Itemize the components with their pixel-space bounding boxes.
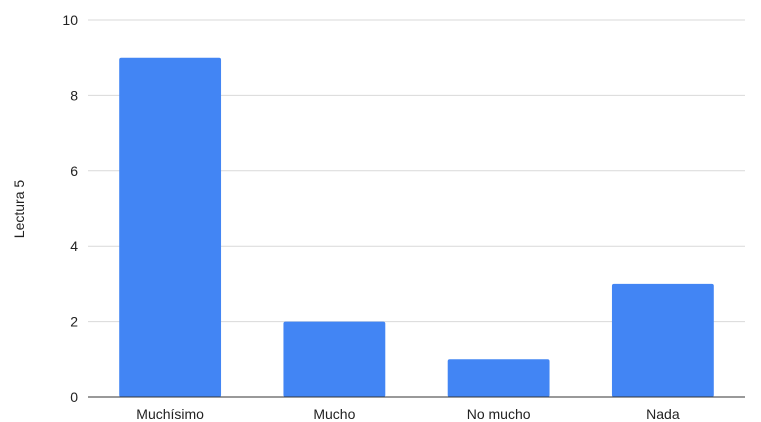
y-tick-label: 6 xyxy=(70,163,78,179)
bar xyxy=(611,283,714,397)
bar xyxy=(447,359,550,397)
bars xyxy=(119,57,714,397)
bar xyxy=(119,57,222,397)
y-tick-label: 0 xyxy=(70,389,78,405)
y-tick-label: 4 xyxy=(70,238,78,254)
y-tick-labels: 0 2 4 6 8 10 xyxy=(62,12,78,405)
y-axis-title: Lectura 5 xyxy=(11,180,27,239)
bar xyxy=(283,321,386,397)
y-tick-label: 2 xyxy=(70,314,78,330)
y-tick-label: 8 xyxy=(70,87,78,103)
x-tick-label: Mucho xyxy=(313,406,355,422)
x-tick-label: No mucho xyxy=(467,406,531,422)
x-tick-label: Muchísimo xyxy=(136,406,204,422)
x-tick-label: Nada xyxy=(646,406,680,422)
y-tick-label: 10 xyxy=(62,12,78,28)
x-tick-labels: Muchísimo Mucho No mucho Nada xyxy=(136,406,680,422)
